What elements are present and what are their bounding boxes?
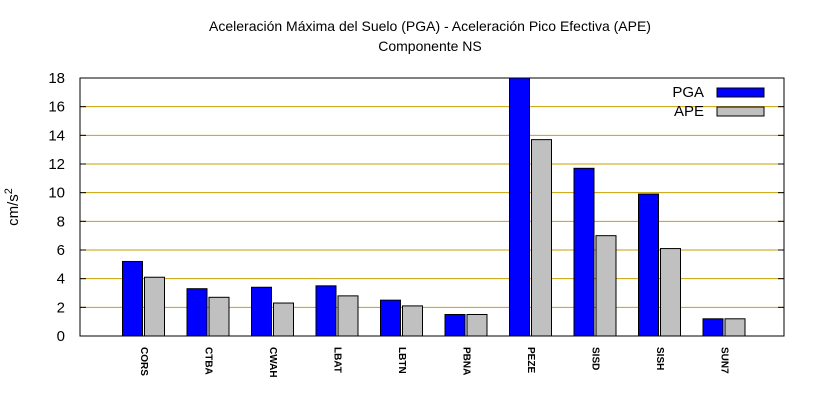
legend: PGA APE: [672, 84, 765, 120]
y-tick-label: 12: [48, 156, 65, 173]
y-tick-label: 18: [48, 70, 65, 87]
grid-lines: [80, 106, 784, 308]
y-tick-label: 14: [48, 127, 65, 144]
legend-swatch: [716, 87, 765, 98]
x-tick-label: CWAH: [267, 347, 278, 378]
x-tick-label: LBTN: [396, 347, 407, 374]
x-tick-label: CORS: [138, 347, 149, 376]
bar-pga-lbat: [315, 285, 337, 337]
x-tick-label: PEZE: [525, 347, 536, 373]
bar-ape-sish: [660, 248, 681, 337]
legend-swatch: [716, 106, 765, 117]
bar-ape-cors: [144, 276, 165, 337]
legend-label: APE: [674, 103, 704, 120]
bars: [122, 77, 746, 337]
bar-ape-lbat: [337, 295, 359, 337]
y-tick-label: 6: [57, 242, 65, 259]
bar-ape-pbna: [466, 314, 488, 337]
bar-pga-sun7: [702, 318, 724, 337]
bar-ape-peze: [531, 139, 552, 337]
bar-pga-ctba: [186, 288, 208, 337]
chart-subtitle: Componente NS: [378, 38, 482, 54]
bar-ape-sisd: [595, 235, 617, 337]
bar-pga-sisd: [573, 167, 595, 337]
y-tick-label: 2: [57, 299, 65, 316]
y-axis-label: cm/s2: [3, 188, 22, 226]
bar-pga-sish: [638, 193, 659, 337]
x-tick-label: SISD: [589, 347, 600, 370]
y-tick-label: 4: [57, 271, 65, 288]
y-tick-label: 10: [48, 185, 65, 202]
y-axis: 0 2 4 6 8 10 12 14 16 18: [48, 70, 784, 345]
bar-pga-peze: [509, 77, 530, 337]
bar-pga-pbna: [444, 314, 466, 337]
y-tick-label: 8: [57, 213, 65, 230]
bar-ape-ctba: [208, 296, 230, 337]
bar-ape-lbtn: [402, 305, 423, 337]
bar-ape-cwah: [273, 302, 294, 337]
x-tick-label: SUN7: [718, 347, 729, 374]
x-axis: CORS CTBA CWAH LBAT LBTN PBNA PEZE SISD SISH SUN7: [138, 347, 730, 378]
x-tick-label: PBNA: [460, 347, 471, 375]
plot-frame: [79, 77, 785, 337]
bar-ape-sun7: [724, 318, 746, 337]
y-axis-label-superscript: 2: [3, 188, 15, 194]
y-tick-label: 0: [57, 328, 65, 345]
x-tick-label: LBAT: [331, 347, 342, 373]
x-tick-label: SISH: [654, 347, 665, 370]
y-tick-label: 16: [48, 99, 65, 116]
legend-label: PGA: [672, 84, 704, 101]
x-tick-label: CTBA: [202, 347, 213, 375]
bar-pga-lbtn: [380, 299, 401, 337]
bar-pga-cors: [122, 260, 143, 337]
chart-title: Aceleración Máxima del Suelo (PGA) - Ace…: [209, 18, 651, 34]
bar-pga-cwah: [251, 286, 272, 337]
